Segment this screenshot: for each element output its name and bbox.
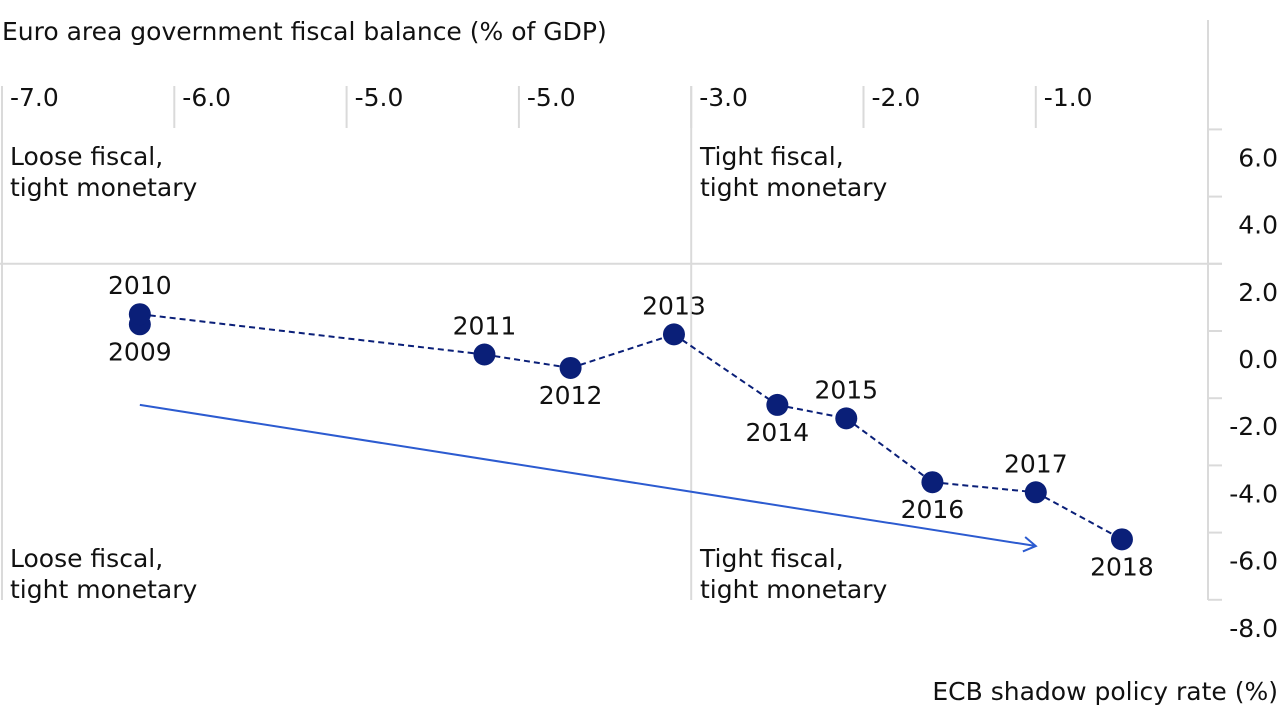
y-tick-label: -2.0 [1229, 412, 1278, 441]
chart-title: Euro area government fiscal balance (% o… [2, 17, 607, 46]
data-point [1024, 481, 1047, 504]
quadrant-labels: Loose fiscal, tight monetary Tight fiscal,… [10, 142, 887, 604]
series-connector-line [845, 417, 934, 484]
x-tick-label: -3.0 [699, 83, 748, 112]
y-tick-label: -6.0 [1229, 547, 1278, 576]
quadrant-label: Loose fiscal, tight monetary [10, 544, 197, 604]
series-connector-line [484, 353, 571, 369]
series-connector-line [139, 313, 485, 356]
x-axis-ticks: -7.0 -6.0 -5.0 -5.0 -3.0 -2.0 -1.0 [1, 83, 1093, 128]
data-point-label: 2015 [814, 375, 878, 404]
data-point-label: 2011 [453, 312, 517, 341]
data-point [559, 356, 582, 379]
data-point [128, 303, 151, 326]
data-point [473, 343, 496, 366]
quadrant-label: Tight fiscal, tight monetary [699, 142, 887, 202]
quadrant-label: Tight fiscal, tight monetary [699, 544, 887, 604]
data-point [921, 471, 944, 494]
x-tick-label: -5.0 [527, 83, 576, 112]
data-point-label: 2012 [539, 381, 603, 410]
x-tick-label: -6.0 [182, 83, 231, 112]
y-tick-label: 0.0 [1238, 345, 1278, 374]
y-tick-label: 6.0 [1238, 143, 1278, 172]
series-connector-line [570, 333, 675, 369]
data-point-label: 2017 [1004, 449, 1068, 478]
data-point-label: 2016 [901, 495, 965, 524]
y-tick-label: -8.0 [1229, 614, 1278, 643]
trend-arrow-head [1022, 536, 1038, 553]
data-point [1110, 528, 1133, 551]
data-point-label: 2018 [1090, 552, 1154, 581]
data-point-label: 2014 [746, 418, 810, 447]
grid-lines [0, 20, 1222, 600]
trend-arrow-line [139, 403, 1036, 548]
series-connector-line [932, 481, 1036, 494]
data-point [662, 323, 685, 346]
x-tick-label: -7.0 [10, 83, 59, 112]
x-tick-label: -5.0 [355, 83, 404, 112]
data-point [835, 407, 858, 430]
data-point [766, 393, 789, 416]
y-tick-label: -4.0 [1229, 479, 1278, 508]
y-tick-label: 2.0 [1238, 278, 1278, 307]
x-tick-label: -2.0 [872, 83, 921, 112]
x-tick-label: -1.0 [1044, 83, 1093, 112]
series-connector-line [1035, 491, 1123, 541]
trend-arrow [139, 403, 1038, 553]
y-tick-label: 4.0 [1238, 211, 1278, 240]
x-axis-label: ECB shadow policy rate (%) [932, 677, 1278, 706]
data-point-label: 2010 [108, 271, 172, 300]
data-point-label: 2013 [642, 291, 706, 320]
series-connector-line [673, 333, 778, 406]
quadrant-label: Loose fiscal, tight monetary [10, 142, 197, 202]
data-point-label: 2009 [108, 337, 172, 366]
y-axis-ticks: 6.0 4.0 2.0 0.0 -2.0 -4.0 -6.0 -8.0 [1208, 128, 1278, 643]
series-connector-line [777, 403, 847, 420]
